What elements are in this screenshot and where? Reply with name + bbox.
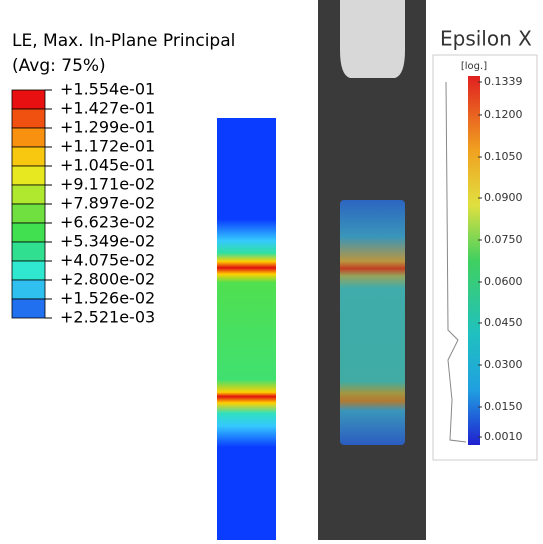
dic-label: 0.0450 [484, 316, 523, 329]
dic-grip [340, 0, 405, 78]
dic-legend-unit: [log.] [461, 61, 487, 72]
dic-label: 0.0750 [484, 233, 523, 246]
dic-label: 0.0150 [484, 400, 523, 413]
fea-band [12, 166, 45, 185]
fea-band [12, 185, 45, 204]
dic-label: 0.0600 [484, 275, 523, 288]
fea-band [12, 223, 45, 242]
fea-band [12, 204, 45, 223]
fea-label: +2.521e-03 [60, 308, 155, 327]
fea-specimen [217, 118, 276, 540]
fea-band [12, 109, 45, 128]
dic-label: 0.0010 [484, 430, 523, 443]
fea-label: +5.349e-02 [60, 232, 155, 251]
dic-colorbar [468, 76, 480, 445]
fea-band [12, 242, 45, 261]
fea-band [12, 90, 45, 109]
fea-label: +1.045e-01 [60, 156, 155, 175]
fea-label: +1.554e-01 [60, 80, 155, 99]
dic-strain-field [340, 200, 405, 445]
dic-label: 0.1200 [484, 108, 523, 121]
fea-band [12, 280, 45, 299]
fea-band [12, 261, 45, 280]
fea-label: +1.427e-01 [60, 99, 155, 118]
dic-label: 0.0900 [484, 191, 523, 204]
dic-label: 0.1339 [484, 75, 523, 88]
fea-label: +1.172e-01 [60, 137, 155, 156]
fea-label: +7.897e-02 [60, 194, 155, 213]
dic-legend-title: Epsilon X [440, 27, 532, 51]
fea-label: +9.171e-02 [60, 175, 155, 194]
fea-label: +2.800e-02 [60, 270, 155, 289]
fea-legend-subtitle: (Avg: 75%) [12, 56, 106, 76]
fea-label: +4.075e-02 [60, 251, 155, 270]
fea-band [12, 299, 45, 318]
dic-label: 0.1050 [484, 150, 523, 163]
fea-legend-title: LE, Max. In-Plane Principal [12, 31, 235, 51]
fea-band [12, 128, 45, 147]
fea-label: +1.299e-01 [60, 118, 155, 137]
dic-label: 0.0300 [484, 358, 523, 371]
figure: LE, Max. In-Plane Principal (Avg: 75%) +… [0, 0, 543, 540]
fea-label: +6.623e-02 [60, 213, 155, 232]
fea-label: +1.526e-02 [60, 289, 155, 308]
fea-colorbar: +1.554e-01+1.427e-01+1.299e-01+1.172e-01… [12, 80, 155, 327]
fea-band [12, 147, 45, 166]
